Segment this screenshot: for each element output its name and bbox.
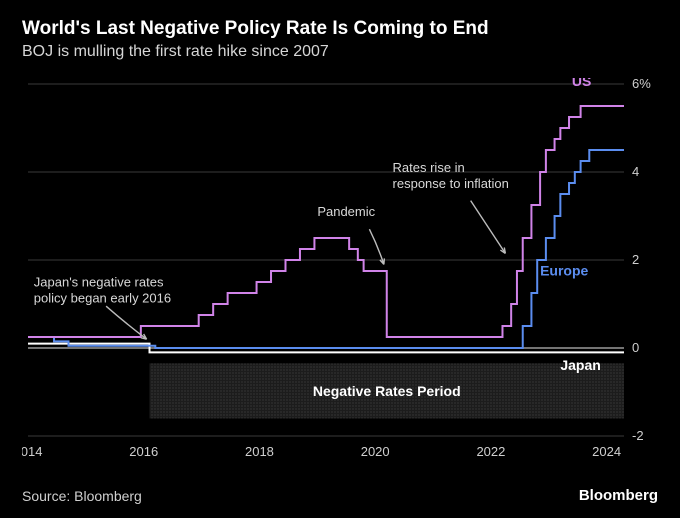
svg-text:2: 2 [632,252,639,267]
svg-text:Japan: Japan [560,357,600,373]
svg-text:US: US [572,78,591,89]
svg-text:-2: -2 [632,428,644,443]
svg-text:2018: 2018 [245,444,274,459]
svg-text:Europe: Europe [540,262,588,278]
svg-text:2020: 2020 [361,444,390,459]
svg-text:4: 4 [632,164,639,179]
svg-text:Pandemic: Pandemic [317,204,375,219]
svg-text:Japan's negative rates: Japan's negative rates [34,274,164,289]
chart-title: World's Last Negative Policy Rate Is Com… [22,18,658,41]
policy-rates-chart: -2 0 2 4 6% 2014 2016 2018 2020 2022 2024 Negative … [22,78,664,462]
svg-text:2014: 2014 [22,444,42,459]
svg-text:policy began early 2016: policy began early 2016 [34,290,171,305]
brand-label: Bloomberg [579,487,658,504]
svg-text:2016: 2016 [129,444,158,459]
chart-subtitle: BOJ is mulling the first rate hike since… [22,43,658,61]
chart-card: World's Last Negative Policy Rate Is Com… [0,0,680,518]
svg-text:6%: 6% [632,78,651,91]
svg-text:2022: 2022 [476,444,505,459]
svg-text:Rates rise in: Rates rise in [393,160,465,175]
svg-text:2024: 2024 [592,444,621,459]
svg-text:response to inflation: response to inflation [393,176,509,191]
chart-area: -2 0 2 4 6% 2014 2016 2018 2020 2022 2024 Negative … [22,78,664,462]
svg-text:0: 0 [632,340,639,355]
source-label: Source: Bloomberg [22,488,142,504]
svg-text:Negative Rates Period: Negative Rates Period [313,383,461,399]
